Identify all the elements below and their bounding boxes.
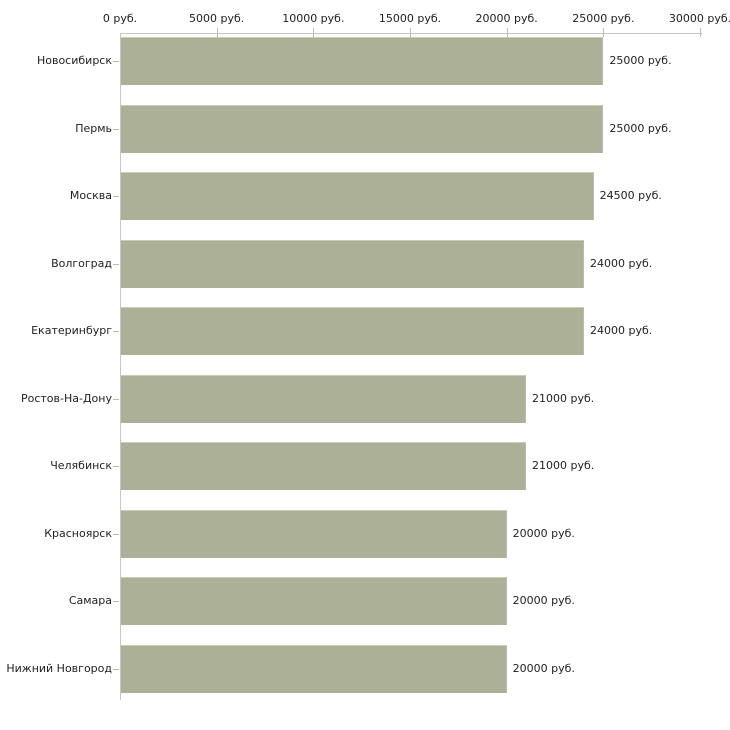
value-label: 25000 руб. xyxy=(609,121,672,135)
category-label: Новосибирск xyxy=(36,54,112,67)
x-axis-tick-label: 15000 руб. xyxy=(378,12,442,25)
category-tick-mark xyxy=(113,601,119,602)
value-label: 24000 руб. xyxy=(590,256,653,270)
x-axis-tick-mark xyxy=(603,28,605,37)
x-axis-tick-mark xyxy=(410,28,411,37)
value-label: 20000 руб. xyxy=(512,661,575,675)
category-tick-mark xyxy=(113,128,119,130)
x-axis-line xyxy=(120,33,702,34)
value-label: 21000 руб. xyxy=(532,459,595,472)
category-tick-mark xyxy=(113,61,119,62)
bar xyxy=(121,577,507,625)
category-label: Нижний Новгород xyxy=(6,661,112,675)
category-tick-mark xyxy=(113,196,119,197)
category-tick-mark xyxy=(113,263,119,265)
x-axis-tick-mark xyxy=(700,28,701,37)
x-axis-tick-label: 30000 руб. xyxy=(668,12,730,25)
category-tick-mark xyxy=(113,533,119,535)
bar xyxy=(121,239,584,288)
category-label: Москва xyxy=(69,189,112,202)
bar xyxy=(121,307,584,355)
value-label: 20000 руб. xyxy=(512,594,575,607)
bar xyxy=(121,374,526,423)
x-axis-tick-label: 5000 руб. xyxy=(189,12,245,25)
category-tick-mark xyxy=(113,668,119,670)
value-label: 24000 руб. xyxy=(590,324,653,337)
category-tick-mark xyxy=(113,398,119,400)
bar xyxy=(121,644,507,693)
category-label: Челябинск xyxy=(50,459,112,472)
category-label: Пермь xyxy=(75,121,112,135)
bar xyxy=(121,104,604,153)
x-axis-tick-label: 0 руб. xyxy=(102,12,138,25)
value-label: 20000 руб. xyxy=(512,526,575,540)
category-label: Ростов-На-Дону xyxy=(20,391,112,405)
value-label: 25000 руб. xyxy=(609,54,672,67)
value-label: 21000 руб. xyxy=(532,391,595,405)
x-axis-tick-mark xyxy=(313,28,315,37)
x-axis-tick-label: 20000 руб. xyxy=(475,12,538,25)
category-label: Красноярск xyxy=(44,526,112,540)
bar xyxy=(121,442,526,490)
bar xyxy=(121,37,604,85)
x-axis-tick-mark xyxy=(216,28,218,37)
bar xyxy=(121,172,594,220)
bar xyxy=(121,509,507,558)
category-tick-mark xyxy=(113,466,119,467)
value-label: 24500 руб. xyxy=(599,189,662,202)
category-label: Самара xyxy=(68,594,112,607)
category-label: Екатеринбург xyxy=(31,324,112,337)
x-axis-tick-label: 10000 руб. xyxy=(282,12,345,25)
category-label: Волгоград xyxy=(51,256,112,270)
y-axis-line xyxy=(120,33,121,700)
category-tick-mark xyxy=(113,331,119,332)
x-axis-tick-label: 25000 руб. xyxy=(572,12,635,25)
x-axis-tick-mark xyxy=(506,28,508,37)
